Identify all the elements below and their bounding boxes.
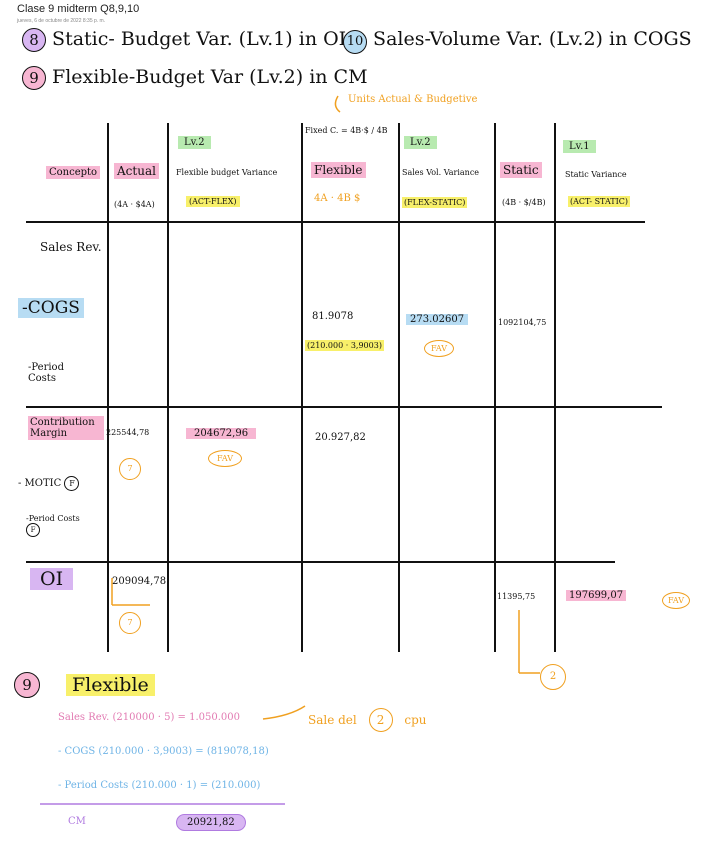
bottom-period-line: - Period Costs (210.000 · 1) = (210.000) — [58, 780, 261, 791]
cogs-flexible-note: (210.000 · 3,9003) — [305, 340, 384, 351]
question-8-number: 8 — [22, 28, 46, 52]
cogs-flexible-value: 81.9078 — [312, 311, 354, 322]
cogs-salesvol-tag: FAV — [424, 340, 455, 357]
row-cogs: -COGS — [18, 298, 84, 318]
header-flexible: Flexible — [311, 162, 366, 178]
header-static: Static — [500, 162, 542, 178]
cogs-static-value: 1092104,75 — [498, 318, 547, 327]
header-actual: Actual — [114, 163, 159, 179]
page-title: Clase 9 midterm Q8,9,10 — [17, 3, 140, 15]
cm-flexvar-value: 204672,96 — [186, 428, 257, 439]
oi-actual-mark: 7 — [119, 612, 141, 634]
bottom-question-number: 9 — [14, 672, 40, 698]
question-8-text: Static- Budget Var. (Lv.1) in OI — [52, 28, 347, 50]
row-period-costs: -Period Costs — [28, 362, 64, 384]
bottom-cm-value: 20921,82 — [176, 814, 246, 831]
header-static-sub: (4B · $/4B) — [502, 198, 546, 207]
cm-actual-value: 225544,78 — [106, 428, 150, 437]
header-salesvol: Sales Vol. Variance — [402, 168, 480, 177]
cm-flexible-value: 20.927,82 — [315, 432, 366, 443]
header-actual-sub: (4A · $4A) — [114, 200, 155, 209]
row-oi: OI — [30, 568, 74, 590]
header-flexvar: Flexible budget Variance — [176, 168, 278, 177]
header-salesvol-level: Lv.2 — [404, 136, 437, 149]
header-flexvar-level: Lv.2 — [178, 136, 211, 149]
oi-static-mark: 2 — [540, 664, 566, 690]
bottom-cogs-line: - COGS (210.000 · 3,9003) = (819078,18) — [58, 746, 269, 757]
oi-staticvar-tag: FAV — [662, 592, 691, 609]
fixed-mark-icon-2: F — [26, 523, 40, 537]
question-10-number: 10 — [343, 30, 367, 54]
oi-staticvar-value: 197699,07 — [566, 590, 627, 601]
header-staticvar-sub: (ACT- STATIC) — [568, 196, 631, 207]
row-motic: - MOTIC F — [18, 476, 80, 491]
header-concepto: Concepto — [46, 166, 101, 179]
cogs-salesvol-value: 273.02607 — [406, 314, 469, 325]
oi-static-value: 11395,75 — [497, 592, 536, 601]
page-timestamp: jueves, 6 de octubre de 2022 8:35 p. m. — [17, 18, 106, 24]
cm-flexvar-tag: FAV — [208, 450, 243, 467]
header-flexible-sub: 4A · 4B $ — [314, 193, 361, 204]
header-staticvar-level: Lv.1 — [563, 140, 596, 153]
bottom-note: Sale del 2 cpu — [308, 708, 427, 732]
question-10: 10 Sales-Volume Var. (Lv.2) in COGS — [343, 28, 692, 54]
row-contribution-margin: Contribution Margin — [28, 416, 104, 440]
bottom-sales-line: Sales Rev. (210000 · 5) = 1.050.000 — [58, 712, 241, 723]
fixed-mark-icon: F — [64, 476, 80, 491]
bottom-title: Flexible — [66, 674, 155, 696]
oi-actual-value: 209094,78 — [112, 576, 167, 587]
question-10-text: Sales-Volume Var. (Lv.2) in COGS — [373, 28, 692, 50]
header-flexvar-sub: (ACT-FLEX) — [186, 196, 240, 207]
bottom-cm-label: CM — [68, 816, 86, 827]
header-staticvar: Static Variance — [565, 170, 627, 179]
bottom-note-text: Sale del — [308, 713, 357, 727]
bottom-note-number: 2 — [368, 708, 393, 732]
row-period-costs-2: -Period Costs F — [26, 514, 86, 537]
question-8: 8 Static- Budget Var. (Lv.1) in OI — [22, 28, 346, 52]
header-salesvol-sub: (FLEX-STATIC) — [402, 197, 468, 208]
question-9-number: 9 — [22, 66, 46, 90]
units-annotation: Units Actual & Budgetive — [348, 94, 478, 105]
question-9: 9 Flexible-Budget Var (Lv.2) in CM — [22, 66, 368, 90]
row-motic-label: - MOTIC — [18, 478, 62, 489]
fixed-cost-note: Fixed C. = 4B·$ / 4B — [305, 126, 388, 135]
cm-actual-mark: 7 — [119, 458, 141, 480]
bottom-note-end: cpu — [404, 713, 427, 727]
question-9-text: Flexible-Budget Var (Lv.2) in CM — [52, 66, 368, 88]
row-period-costs-2-label: -Period Costs — [26, 514, 80, 523]
row-sales-rev: Sales Rev. — [40, 240, 102, 254]
